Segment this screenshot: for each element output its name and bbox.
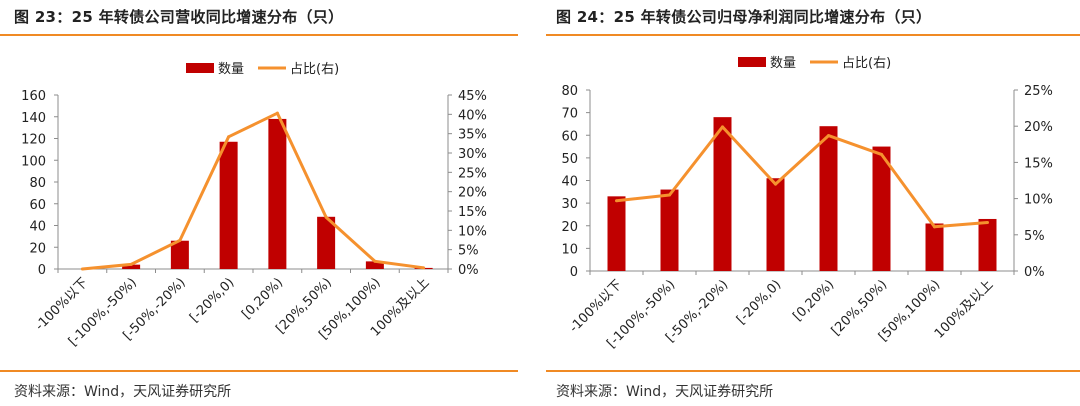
y-right-tick-label: 10% (458, 224, 487, 239)
share-point (227, 135, 231, 139)
y-right-tick-label: 20% (458, 186, 487, 201)
title-divider (546, 34, 1080, 36)
legend-label-bar: 数量 (770, 56, 796, 71)
legend-swatch-bar (186, 63, 214, 73)
x-tick-label: [-20%,0) (734, 277, 784, 327)
share-point (933, 225, 936, 229)
legend-label-bar: 数量 (218, 62, 244, 77)
y-left-tick-label: 20 (29, 241, 46, 256)
chart-panel-net-profit: 图 24：25 年转债公司归母净利润同比增速分布（只） 数量 占比(右) 0 10 20… (546, 0, 1080, 406)
source-divider (546, 370, 1080, 372)
y-left-tick-label: 70 (561, 107, 578, 122)
y-left-tick-label: 120 (21, 133, 46, 148)
share-point (129, 262, 133, 266)
source-divider (0, 370, 518, 372)
bar (170, 240, 189, 269)
share-point (774, 182, 777, 186)
y-left-tick-label: 60 (29, 198, 46, 213)
y-left-tick-label: 80 (29, 176, 46, 191)
y-right-tick-label: 30% (458, 147, 487, 162)
x-tick-label: [0,20%) (239, 275, 286, 322)
bar (365, 261, 384, 269)
chart-title: 图 23：25 年转债公司营收同比增速分布（只） (14, 8, 344, 26)
chart-legend: 数量 占比(右) (738, 56, 891, 71)
y-left-tick-label: 40 (561, 175, 578, 190)
legend-label-line: 占比(右) (290, 62, 339, 77)
y-left-tick-label: 140 (21, 111, 46, 126)
x-tick-label: [0,20%) (790, 277, 837, 324)
share-point (721, 125, 724, 129)
y-right-tick-label: 20% (1024, 120, 1053, 135)
bar (607, 196, 626, 271)
share-point (668, 193, 671, 197)
y-left-tick-label: 10 (561, 242, 578, 257)
y-right-tick-label: 35% (458, 128, 487, 143)
x-tick-label: [-20%,0) (187, 275, 237, 325)
bar (219, 141, 238, 269)
bar (872, 146, 891, 271)
share-point (80, 267, 84, 271)
y-left-tick-label: 80 (561, 84, 578, 99)
y-right-tick-label: 25% (1024, 84, 1053, 99)
y-left-tick-label: 20 (561, 220, 578, 235)
bar (268, 118, 287, 269)
bar (766, 178, 785, 271)
legend-label-line: 占比(右) (842, 56, 891, 71)
bar (713, 117, 732, 272)
source-note: 资料来源：Wind，天风证券研究所 (14, 384, 232, 400)
y-right-tick-label: 5% (1024, 229, 1045, 244)
bar (819, 126, 838, 271)
y-left-tick-label: 100 (21, 154, 46, 169)
y-right-tick-label: 10% (1024, 193, 1053, 208)
y-right-tick-label: 0% (458, 263, 479, 278)
y-left-tick-label: 160 (21, 89, 46, 104)
source-note: 资料来源：Wind，天风证券研究所 (556, 384, 774, 400)
title-divider (0, 34, 518, 36)
bar (122, 264, 141, 269)
bar (978, 218, 997, 271)
chart-title: 图 24：25 年转债公司归母净利润同比增速分布（只） (556, 8, 932, 26)
y-left-tick-label: 40 (29, 220, 46, 235)
legend-swatch-bar (738, 57, 766, 67)
share-line (82, 111, 424, 271)
y-right-tick-label: 25% (458, 166, 487, 181)
chart-legend: 数量 占比(右) (186, 62, 339, 77)
y-right-tick-label: 15% (458, 205, 487, 220)
bar (925, 223, 944, 271)
bar (317, 216, 336, 269)
share-point (178, 238, 182, 242)
y-right-tick-label: 5% (458, 244, 479, 259)
share-point (373, 259, 377, 263)
share-point (615, 199, 618, 203)
share-point (827, 134, 830, 138)
share-point (422, 266, 426, 270)
y-right-tick-label: 15% (1024, 156, 1053, 171)
y-left-tick-label: 0 (570, 265, 578, 280)
chart-panel-revenue: 图 23：25 年转债公司营收同比增速分布（只） 数量 占比(右) 0 20 40 60 8… (0, 0, 520, 406)
y-right-tick-label: 45% (458, 89, 487, 104)
y-right-tick-label: 40% (458, 108, 487, 123)
share-point (275, 111, 279, 115)
bar (660, 189, 679, 271)
y-right-tick-label: 0% (1024, 265, 1045, 280)
share-line (616, 125, 988, 229)
net-profit-growth-chart: 数量 占比(右) 0 10 20 30 40 50 60 70 80 0% 5% 10% 15% 20% 25%… (561, 56, 1053, 351)
y-left-tick-label: 50 (561, 152, 578, 167)
y-left-tick-label: 30 (561, 197, 578, 212)
share-point (324, 215, 328, 219)
y-left-tick-label: 0 (38, 263, 46, 278)
share-point (880, 152, 883, 156)
y-left-tick-label: 60 (561, 129, 578, 144)
revenue-growth-chart: 数量 占比(右) 0 20 40 60 80 100 120 140 160 0% 5% 10% 15% 20… (21, 62, 487, 349)
share-point (986, 220, 989, 224)
